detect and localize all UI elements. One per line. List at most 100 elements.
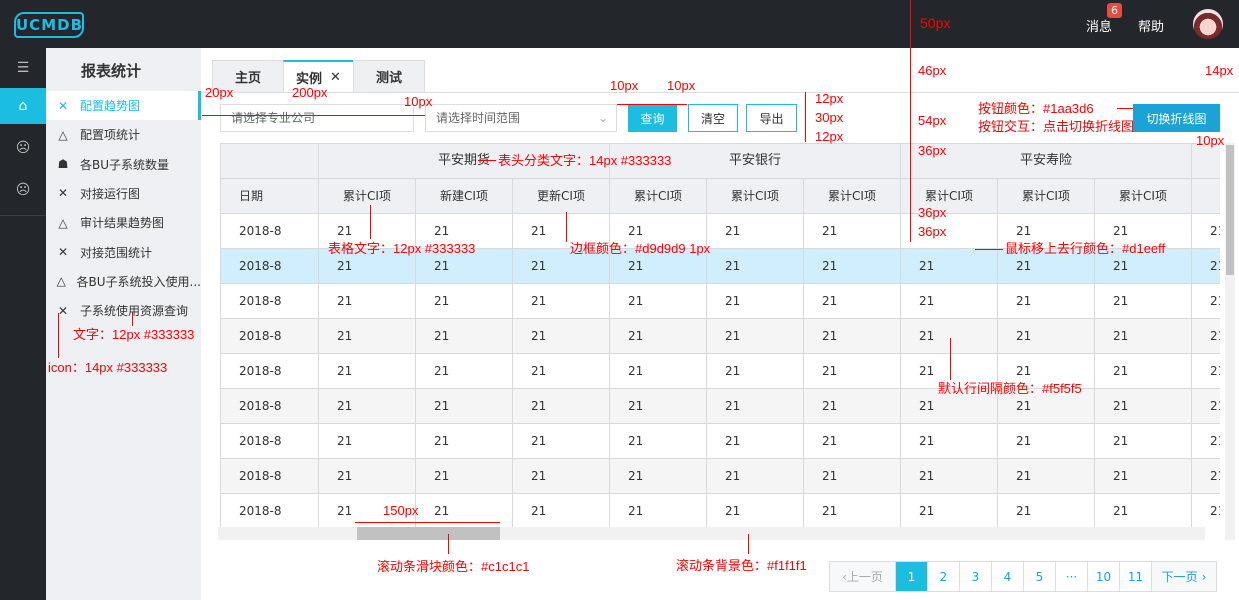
data-table: 平安期货 平安银行 平安寿险 日期 累计CI项 新建CI项 更新CI项 累计CI项 累计CI项累… bbox=[220, 143, 1220, 527]
value-cell: 21 bbox=[1191, 318, 1220, 354]
menu-toggle-icon[interactable]: ☰ bbox=[16, 60, 30, 76]
annotation: 30px bbox=[815, 110, 844, 125]
tab-instance[interactable]: 实例 ✕ bbox=[283, 60, 354, 93]
page-button[interactable]: 5 bbox=[1024, 562, 1056, 591]
value-cell: 21 bbox=[318, 388, 416, 424]
annotation: 10px bbox=[667, 78, 696, 93]
value-cell: 21 bbox=[803, 353, 901, 389]
header-column[interactable]: 更新CI项 bbox=[512, 178, 610, 214]
company-select[interactable]: 请选择专业公司 bbox=[220, 104, 414, 132]
time-range-select[interactable]: 请选择时间范围 ⌄ bbox=[425, 104, 617, 132]
sidebar-item[interactable]: △ 配置项统计 bbox=[46, 120, 201, 149]
vertical-scrollbar[interactable] bbox=[1225, 143, 1235, 540]
page-button[interactable]: 2 bbox=[928, 562, 960, 591]
value-cell: 21 bbox=[609, 353, 707, 389]
annotation: 54px bbox=[918, 113, 947, 128]
value-cell: 21 bbox=[900, 283, 998, 319]
header-group: 平安银行 bbox=[609, 143, 901, 179]
logo[interactable]: UCMDB bbox=[14, 12, 84, 38]
page-button[interactable]: 3 bbox=[960, 562, 992, 591]
annotation-line bbox=[910, 0, 911, 242]
header-column[interactable]: 累计CI项 bbox=[997, 178, 1095, 214]
value-cell: 21 bbox=[609, 248, 707, 284]
date-cell: 2018-8 bbox=[220, 353, 319, 389]
close-icon[interactable]: ✕ bbox=[330, 69, 341, 85]
table-row[interactable]: 2018-821212121212121212121 bbox=[220, 493, 1220, 527]
header-column[interactable]: 累计CI项 bbox=[900, 178, 998, 214]
prev-page-button[interactable]: ‹ 上一页 bbox=[830, 562, 896, 591]
value-cell: 21 bbox=[318, 248, 416, 284]
avatar[interactable] bbox=[1193, 9, 1223, 39]
value-cell: 21 bbox=[803, 458, 901, 494]
vertical-scroll-thumb[interactable] bbox=[1226, 145, 1234, 275]
annotation: 表头分类文字：14px #333333 bbox=[498, 153, 672, 168]
sidebar-item[interactable]: ✕ 对接运行图 bbox=[46, 179, 201, 208]
page-button[interactable]: 10 bbox=[1088, 562, 1120, 591]
value-cell: 21 bbox=[1191, 283, 1220, 319]
table-row[interactable]: 2018-821212121212121212121 bbox=[220, 248, 1220, 284]
page-button[interactable]: ··· bbox=[1056, 562, 1088, 591]
face-icon[interactable]: ☹ bbox=[15, 182, 31, 198]
horizontal-scroll-thumb[interactable] bbox=[357, 527, 500, 540]
header-column[interactable]: 累计CI项 bbox=[609, 178, 707, 214]
annotation: 边框颜色：#d9d9d9 1px bbox=[570, 241, 711, 256]
annotation: 12px bbox=[815, 91, 844, 106]
sidebar-item[interactable]: △ 审计结果趋势图 bbox=[46, 208, 201, 237]
header-column[interactable]: 累计CI项 bbox=[706, 178, 804, 214]
query-button[interactable]: 查询 bbox=[628, 104, 677, 132]
value-cell: 21 bbox=[997, 458, 1095, 494]
date-cell: 2018-8 bbox=[220, 248, 319, 284]
value-cell: 21 bbox=[706, 353, 804, 389]
annotation: 按钮交互：点击切换折线图 bbox=[978, 119, 1135, 134]
export-button[interactable]: 导出 bbox=[746, 104, 797, 132]
messages-link[interactable]: 消息 bbox=[1086, 20, 1113, 35]
value-cell: 21 bbox=[1094, 353, 1192, 389]
value-cell: 21 bbox=[900, 493, 998, 527]
face-icon[interactable]: ☹ bbox=[15, 140, 31, 156]
header-corner bbox=[220, 143, 319, 179]
table-row[interactable]: 2018-821212121212121212121 bbox=[220, 353, 1220, 389]
header-column[interactable]: 新建CI项 bbox=[415, 178, 513, 214]
value-cell: 21 bbox=[1191, 423, 1220, 459]
tab-test[interactable]: 测试 bbox=[353, 60, 425, 93]
annotation: 默认行间隔颜色：#f5f5f5 bbox=[938, 381, 1082, 396]
table-row[interactable]: 2018-821212121212121212121 bbox=[220, 318, 1220, 354]
annotation: 20px bbox=[205, 85, 234, 100]
value-cell: 21 bbox=[706, 283, 804, 319]
table-row[interactable]: 2018-821212121212121212121 bbox=[220, 283, 1220, 319]
cluster-icon: ✕ bbox=[57, 186, 69, 201]
value-cell: 21 bbox=[803, 318, 901, 354]
value-cell: 21 bbox=[512, 318, 610, 354]
sidebar-item[interactable]: ✕ 对接范围统计 bbox=[46, 238, 201, 267]
home-icon[interactable]: ⌂ bbox=[0, 88, 46, 124]
value-cell: 21 bbox=[706, 248, 804, 284]
sidebar-item[interactable]: △ 各BU子系统投入使用... bbox=[46, 267, 201, 296]
sidebar-item[interactable]: ☗ 各BU子系统数量 bbox=[46, 150, 201, 179]
header-column[interactable]: 累计CI项 bbox=[1094, 178, 1192, 214]
sidebar-item[interactable]: ✕ 子系统使用资源查询 bbox=[46, 296, 201, 325]
table-row[interactable]: 2018-821212121212121212121 bbox=[220, 423, 1220, 459]
tab-home[interactable]: 主页 bbox=[212, 60, 284, 93]
page-button[interactable]: 1 bbox=[896, 562, 928, 591]
value-cell: 21 bbox=[706, 213, 804, 249]
prev-label: 上一页 bbox=[846, 570, 883, 584]
value-cell: 21 bbox=[1191, 248, 1220, 284]
header-column[interactable]: 累计CI项 bbox=[318, 178, 416, 214]
annotation: 表格文字：12px #333333 bbox=[328, 241, 476, 256]
next-page-button[interactable]: 下一页 › bbox=[1152, 562, 1216, 591]
value-cell: 21 bbox=[415, 283, 513, 319]
help-link[interactable]: 帮助 bbox=[1138, 20, 1165, 35]
header-column[interactable]: 累计CI项 bbox=[803, 178, 901, 214]
clear-button[interactable]: 清空 bbox=[688, 104, 738, 132]
header-column[interactable]: 累 bbox=[1191, 178, 1220, 214]
sidebar-item[interactable]: ✕ 配置趋势图 bbox=[46, 91, 201, 120]
value-cell: 21 bbox=[609, 388, 707, 424]
value-cell: 21 bbox=[997, 318, 1095, 354]
table-row[interactable]: 2018-821212121212121212121 bbox=[220, 458, 1220, 494]
header-date[interactable]: 日期 bbox=[220, 178, 319, 214]
next-label: 下一页 bbox=[1161, 570, 1198, 584]
switch-line-chart-button[interactable]: 切换折线图 bbox=[1133, 104, 1220, 132]
page-button[interactable]: 11 bbox=[1120, 562, 1152, 591]
page-button[interactable]: 4 bbox=[992, 562, 1024, 591]
